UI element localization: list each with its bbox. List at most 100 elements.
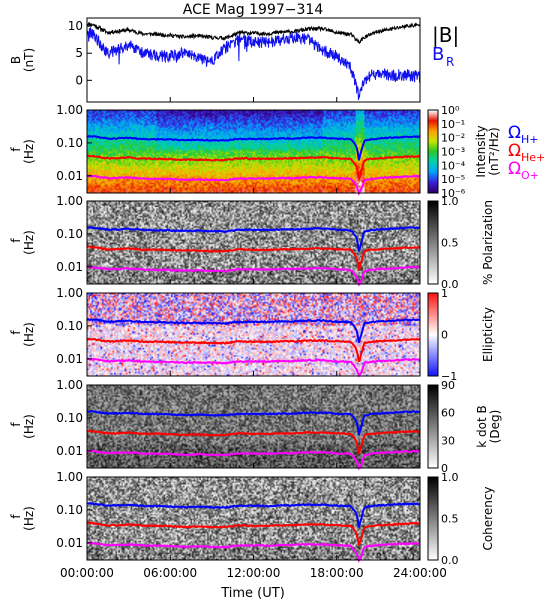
coherency-colorbar-frame	[427, 476, 439, 561]
legend-omega-sub: H+	[521, 133, 539, 146]
ellipticity-gyro-h_plus-line	[86, 318, 421, 343]
polarization-y-tick-label: 1.00	[56, 194, 83, 208]
b-series-line-0	[87, 21, 420, 45]
polarization-y-tick-label: 0.01	[56, 260, 83, 274]
polarization-y-tick-label: 0.10	[56, 227, 83, 241]
time-tick-label: 18:00:00	[310, 566, 364, 580]
coherency-y-unit: (Hz)	[22, 506, 36, 531]
kdotb-heatmap-image	[87, 385, 420, 468]
ellipticity-colorbar	[428, 293, 438, 376]
kdotb-y-unit: (Hz)	[22, 414, 36, 439]
intensity-gyro-h_plus-line	[86, 134, 421, 161]
ellipticity-gyro-o_plus-line	[86, 357, 421, 378]
b-y-tick-label: 0	[75, 73, 83, 87]
ellipticity-y-tick-label: 0.10	[56, 319, 83, 333]
polarization-colorbar-frame	[427, 200, 439, 285]
intensity-y-tick-label: 0.01	[56, 169, 83, 183]
polarization-colorbar-tick-label: 1.0	[441, 195, 459, 208]
kdotb-y-tick-label: 0.10	[56, 411, 83, 425]
time-tick-label: 24:00:00	[393, 566, 447, 580]
ellipticity-colorbar-label: Ellipticity	[481, 307, 495, 362]
intensity-gyro-o_plus-line	[86, 174, 421, 196]
chart-title: ACE Mag 1997−314	[183, 2, 324, 18]
kdotb-colorbar-label: k dot B	[475, 405, 489, 447]
kdotb-colorbar-tick-label: 0	[441, 462, 448, 475]
intensity-colorbar-tick-label: 10⁻⁴	[441, 159, 466, 172]
time-tick-label: 06:00:00	[143, 566, 197, 580]
polarization-gyro-h_plus-line	[86, 226, 421, 252]
intensity-gyro-he_plus-line	[86, 154, 421, 180]
time-axis-label: Time (UT)	[220, 586, 285, 600]
ellipticity-y-tick-label: 0.01	[56, 352, 83, 366]
b-series-line-1	[87, 27, 420, 101]
kdotb-colorbar-tick-label: 90	[441, 379, 455, 392]
b-y-tick-label: 10	[68, 19, 83, 33]
intensity-colorbar-tick-label: 10⁻²	[441, 132, 465, 145]
intensity-y-tick-label: 1.00	[56, 103, 83, 117]
polarization-colorbar-label: % Polarization	[481, 200, 495, 285]
kdotb-colorbar-unit: (Deg)	[488, 410, 502, 444]
intensity-colorbar-tick-label: 10⁻¹	[441, 118, 465, 131]
coherency-gyro-o_plus-line	[86, 541, 421, 563]
ellipticity-gyro-he_plus-line	[86, 337, 421, 363]
coherency-colorbar-tick-label: 0.0	[441, 554, 459, 567]
ellipticity-colorbar-tick-label: −1	[441, 370, 457, 383]
intensity-colorbar-tick-label: 10⁻³	[441, 146, 465, 159]
b-y-tick-label: 5	[75, 46, 83, 60]
ellipticity-y-label: f	[9, 330, 23, 335]
coherency-colorbar-label: Coherency	[481, 486, 495, 550]
kdotb-gyro-o_plus-line	[86, 449, 421, 471]
time-tick-label: 00:00:00	[60, 566, 114, 580]
polarization-gyro-he_plus-line	[86, 245, 421, 271]
coherency-gyro-he_plus-line	[86, 521, 421, 546]
coherency-gyro-h_plus-line	[86, 501, 421, 528]
intensity-colorbar-unit: (nT²/Hz)	[487, 127, 501, 175]
kdotb-gyro-he_plus-line	[86, 429, 421, 455]
legend-b-total: |B|	[432, 23, 459, 47]
intensity-colorbar-tick-label: 10⁻⁶	[441, 187, 466, 200]
coherency-y-label: f	[9, 514, 23, 519]
legend-omega-symbol: Ω	[508, 159, 521, 179]
time-tick-label: 12:00:00	[227, 566, 281, 580]
ellipticity-heatmap-image	[87, 293, 420, 376]
ellipticity-colorbar-frame	[427, 292, 439, 377]
legend-omega-symbol: Ω	[508, 123, 521, 143]
kdotb-colorbar-frame	[427, 384, 439, 469]
polarization-y-label: f	[9, 238, 23, 243]
ellipticity-y-unit: (Hz)	[22, 322, 36, 347]
polarization-colorbar-tick-label: 0.5	[441, 237, 459, 250]
kdotb-colorbar-tick-label: 60	[441, 407, 455, 420]
intensity-colorbar-frame	[427, 109, 439, 194]
b-y-unit: (nT)	[22, 48, 36, 72]
intensity-colorbar	[428, 110, 438, 193]
kdotb-y-label: f	[9, 422, 23, 427]
kdotb-colorbar	[428, 385, 438, 468]
intensity-y-tick-label: 0.10	[56, 136, 83, 150]
polarization-colorbar	[428, 201, 438, 284]
kdotb-y-tick-label: 1.00	[56, 378, 83, 392]
b-panel-frame	[86, 17, 421, 103]
legend-omega-sub: He+	[521, 151, 545, 164]
intensity-colorbar-tick-label: 10⁻⁵	[441, 173, 465, 186]
coherency-colorbar-tick-label: 1.0	[441, 471, 459, 484]
polarization-heatmap-image	[87, 201, 420, 284]
polarization-gyro-o_plus-line	[86, 265, 421, 287]
kdotb-y-tick-label: 0.01	[56, 444, 83, 458]
polarization-y-unit: (Hz)	[22, 230, 36, 255]
kdotb-gyro-h_plus-line	[86, 409, 421, 436]
intensity-y-unit: (Hz)	[22, 139, 36, 164]
coherency-y-tick-label: 0.10	[56, 503, 83, 517]
ellipticity-y-tick-label: 1.00	[56, 286, 83, 300]
coherency-colorbar-tick-label: 0.5	[441, 513, 459, 526]
coherency-colorbar	[428, 477, 438, 560]
ellipticity-colorbar-tick-label: 0	[441, 329, 448, 342]
legend-omega-sub: O+	[521, 169, 539, 182]
polarization-colorbar-tick-label: 0.0	[441, 278, 459, 291]
coherency-heatmap-image	[87, 477, 420, 560]
intensity-y-label: f	[9, 147, 23, 152]
legend-omega-symbol: Ω	[508, 141, 521, 161]
intensity-colorbar-label: Intensity	[474, 125, 488, 177]
legend-b-radial: B	[432, 44, 444, 65]
